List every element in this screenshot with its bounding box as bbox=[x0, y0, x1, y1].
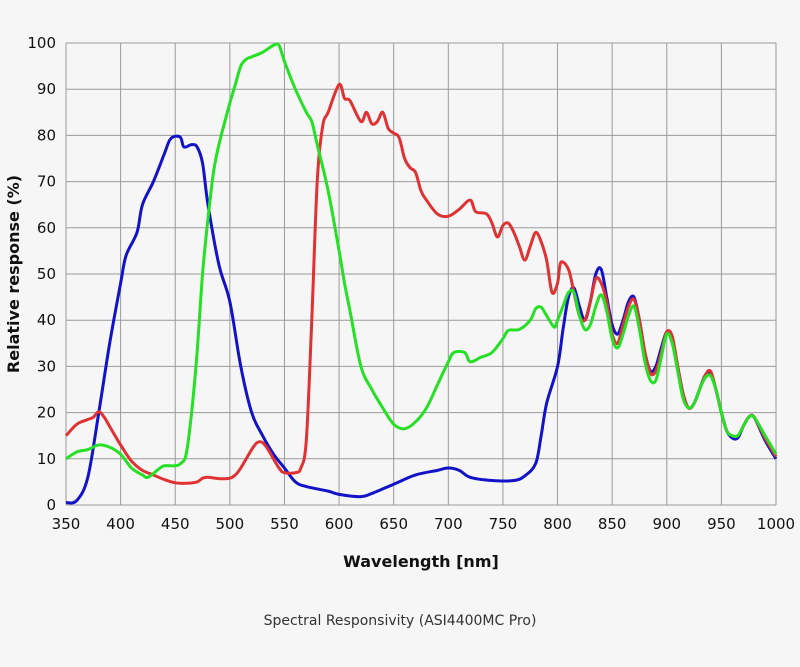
x-tick-label: 800 bbox=[543, 515, 572, 533]
y-tick-label: 100 bbox=[27, 34, 56, 52]
x-tick-label: 450 bbox=[161, 515, 190, 533]
y-tick-label: 70 bbox=[37, 173, 56, 191]
x-tick-label: 750 bbox=[489, 515, 518, 533]
y-tick-label: 20 bbox=[37, 404, 56, 422]
x-tick-label: 850 bbox=[598, 515, 627, 533]
x-tick-label: 1000 bbox=[757, 515, 795, 533]
x-tick-label: 500 bbox=[216, 515, 245, 533]
y-tick-label: 80 bbox=[37, 126, 56, 144]
series-line-red bbox=[64, 82, 778, 485]
x-tick-label: 700 bbox=[434, 515, 463, 533]
x-tick-label: 400 bbox=[106, 515, 135, 533]
y-tick-label: 30 bbox=[37, 357, 56, 375]
y-tick-label: 40 bbox=[37, 311, 56, 329]
x-tick-label: 350 bbox=[52, 515, 81, 533]
series-lines bbox=[64, 42, 778, 505]
x-tick-label: 900 bbox=[652, 515, 681, 533]
x-tick-label: 600 bbox=[325, 515, 354, 533]
x-tick-label: 550 bbox=[270, 515, 299, 533]
x-tick-label: 950 bbox=[707, 515, 736, 533]
grid bbox=[65, 42, 777, 506]
y-tick-label: 90 bbox=[37, 80, 56, 98]
y-axis-label: Relative response (%) bbox=[4, 175, 23, 373]
x-axis-label: Wavelength [nm] bbox=[343, 552, 499, 571]
y-tick-label: 50 bbox=[37, 265, 56, 283]
y-tick-label: 10 bbox=[37, 450, 56, 468]
x-tick-label: 650 bbox=[379, 515, 408, 533]
tick-labels: 350 400 450 500 550 600 650 700 750 800 850 900 950 1… bbox=[27, 34, 795, 533]
y-tick-label: 0 bbox=[46, 496, 56, 514]
chart-title: Spectral Responsivity (ASI4400MC Pro) bbox=[263, 613, 537, 629]
series-line-green bbox=[65, 42, 778, 480]
y-tick-label: 60 bbox=[37, 219, 56, 237]
